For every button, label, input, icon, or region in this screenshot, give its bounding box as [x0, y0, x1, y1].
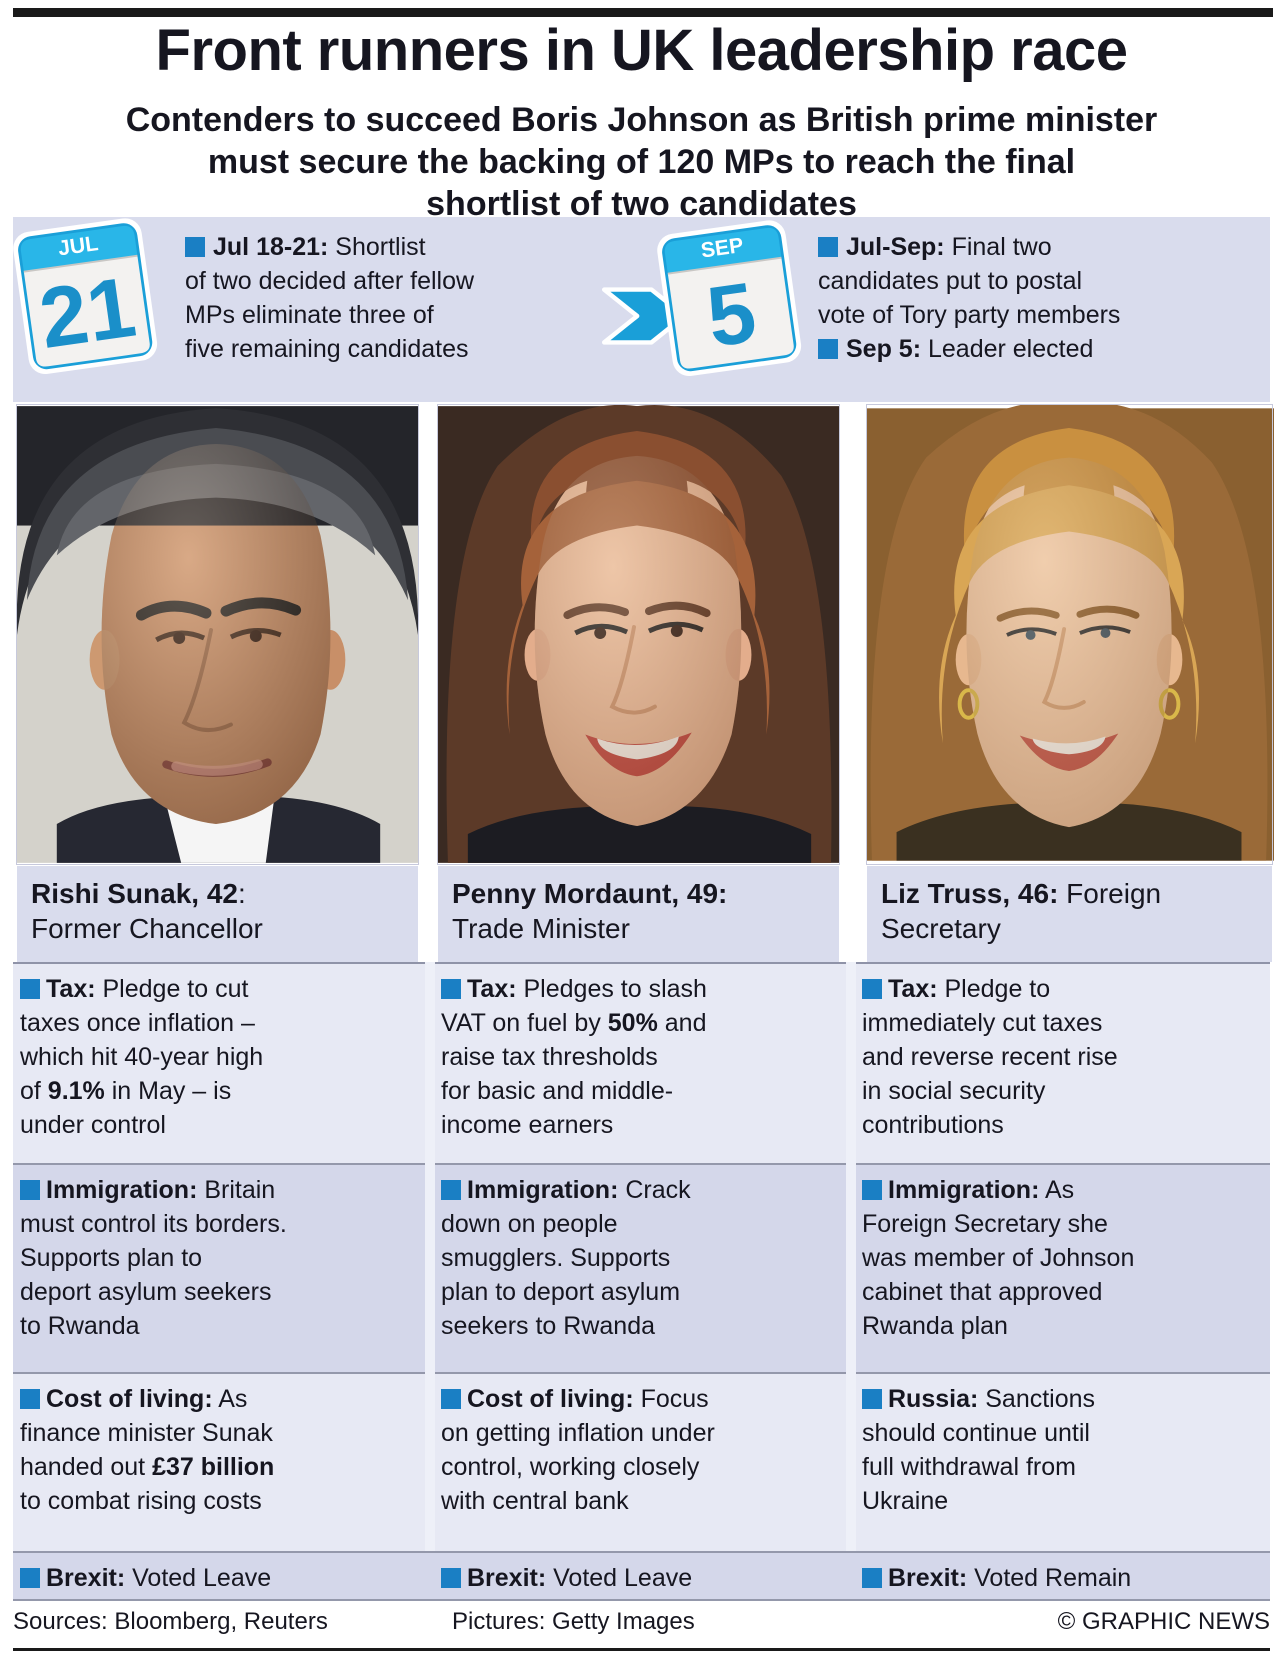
svg-text:21: 21 [34, 260, 141, 367]
